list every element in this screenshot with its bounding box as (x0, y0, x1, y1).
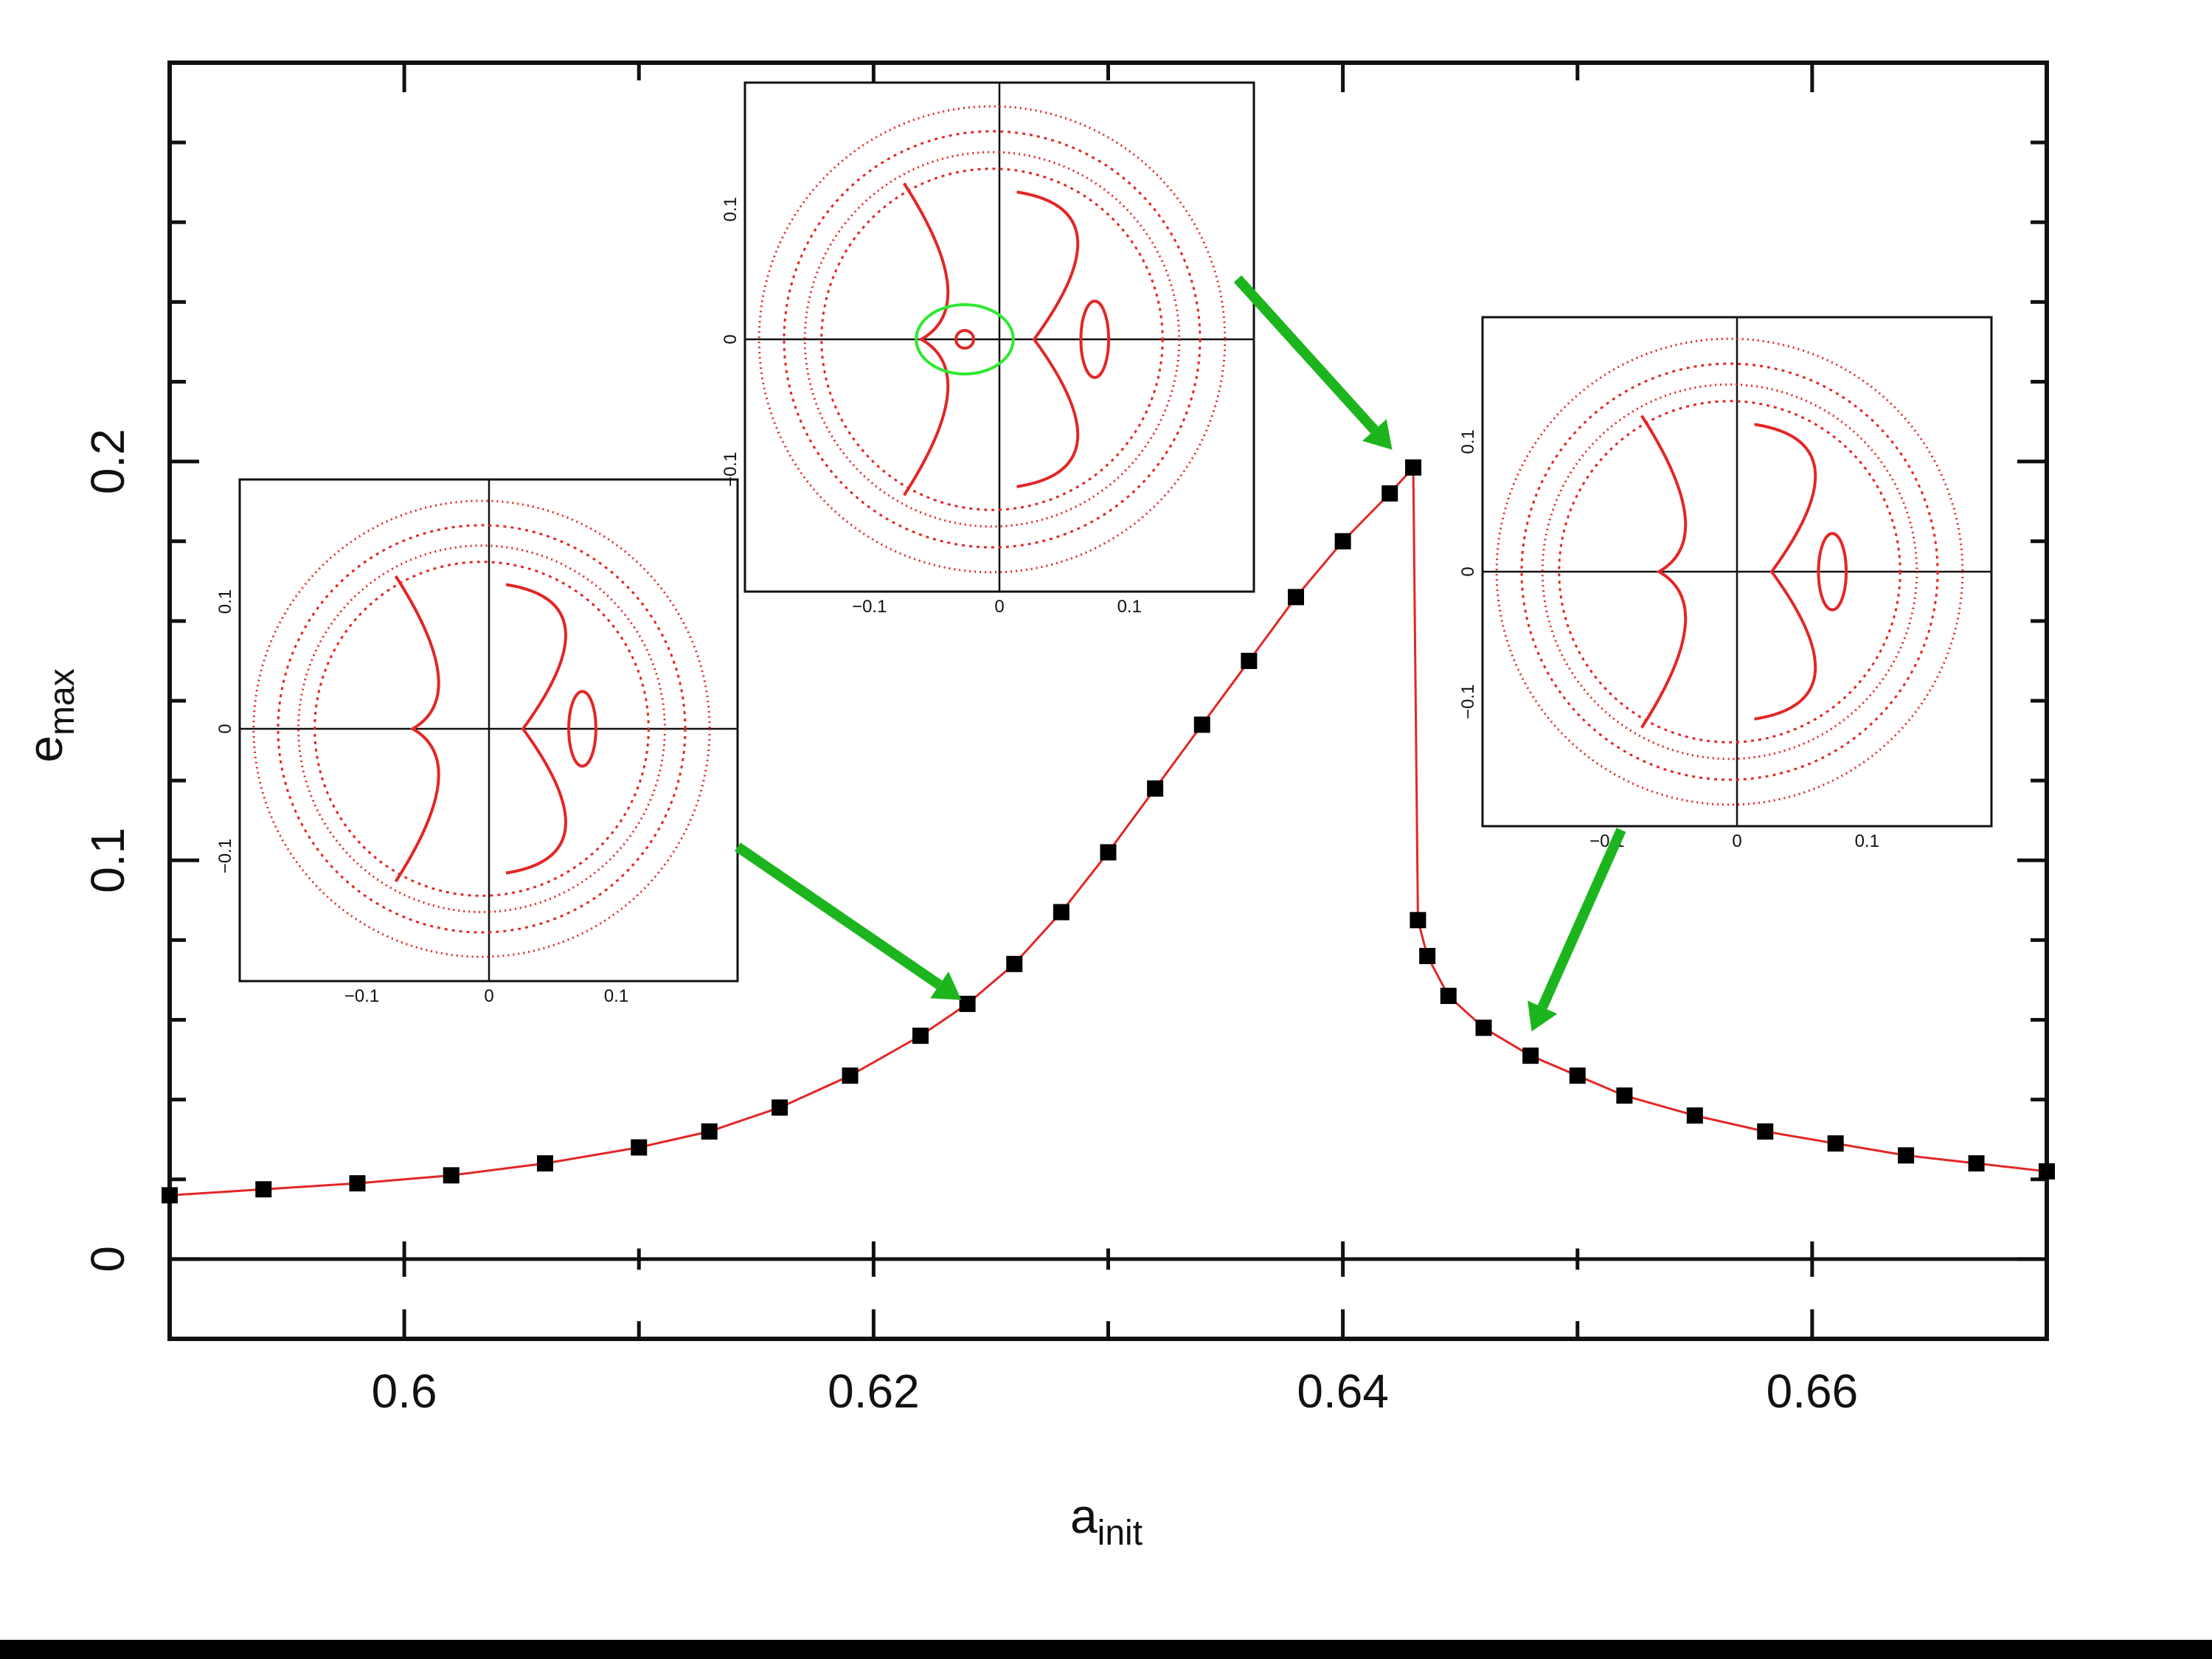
inset-y-tick-label: 0 (1458, 567, 1478, 576)
inset-y-tick-label: −0.1 (1458, 685, 1478, 719)
inset-y-tick-label: 0 (215, 724, 235, 733)
inset-separatrix (394, 575, 440, 883)
data-point (1147, 780, 1164, 797)
data-point (1100, 844, 1117, 861)
pointer-arrowhead (930, 971, 962, 1000)
inset-y-tick-label: −0.1 (215, 839, 235, 873)
x-tick-label: 0.62 (828, 1365, 920, 1418)
x-tick-label: 0.6 (372, 1365, 437, 1418)
data-point (842, 1067, 859, 1084)
data-point (443, 1167, 460, 1184)
pointer-arrow (735, 842, 943, 989)
inset-orbit (783, 130, 1202, 549)
x-tick-label: 0.64 (1297, 1365, 1389, 1418)
inset-x-tick-label: 0 (994, 597, 1004, 617)
inset-island (1079, 299, 1111, 379)
inset-x-tick-label: 0.1 (1855, 831, 1879, 851)
inset-orbit (1495, 337, 1964, 806)
inset-orbit (1541, 383, 1918, 761)
main-axes: 0.6 0.62 0.64 0.66 0 0.1 0.2 (81, 60, 2049, 1418)
data-point (1757, 1123, 1774, 1140)
data-point (1288, 589, 1304, 606)
data-point (162, 1187, 178, 1204)
inset-orbit (313, 561, 650, 897)
pointer-arrow (1537, 828, 1626, 1010)
inset-green-orbit (915, 303, 1015, 375)
data-point (1241, 652, 1258, 669)
data-point (1686, 1107, 1703, 1124)
inset-orbit (820, 167, 1164, 511)
data-point (1569, 1067, 1586, 1084)
inset-separatrix (1640, 415, 1688, 729)
data-point (349, 1175, 366, 1192)
data-point (701, 1123, 718, 1140)
data-point (1006, 955, 1023, 972)
y-tick-label: 0.2 (81, 429, 134, 494)
data-point (631, 1139, 648, 1156)
data-point (537, 1155, 553, 1172)
bottom-bar (0, 1640, 2212, 1659)
inset-banana-orbit (1016, 190, 1080, 488)
data-point (255, 1181, 272, 1198)
inset-plot: −0.1 0 0.1 0.1 0 −0.1 (721, 81, 1255, 617)
inset-orbit (1558, 400, 1901, 744)
data-point (1898, 1147, 1915, 1164)
inset-plot: −0.1 0 0.10.10−0.1 (1458, 316, 1993, 851)
data-point (1440, 988, 1457, 1005)
inset-island (1817, 532, 1848, 612)
data-point (772, 1099, 788, 1116)
inset-x-tick-label: 0.1 (1117, 597, 1142, 617)
arrows (735, 275, 1626, 1032)
inset-orbit (803, 150, 1181, 528)
data-point (1405, 459, 1422, 476)
pointer-arrowhead (1528, 1000, 1558, 1032)
insets: −0.1 0 0.1 0.1 0 −0.1 −0.1 0 0.1 0.1 0 −0.1 −0.1 0 0.1… (215, 81, 1993, 1006)
data-point (1419, 948, 1436, 964)
data-point (1193, 716, 1210, 733)
y-tick-label: 0.1 (81, 828, 134, 893)
inset-banana-orbit (1754, 423, 1817, 721)
data-point (1522, 1047, 1539, 1064)
x-axis-title: ainit (1070, 1489, 1143, 1553)
inset-y-tick-label: −0.1 (721, 452, 741, 487)
pointer-arrow (1233, 275, 1379, 434)
data-point (912, 1028, 929, 1045)
inset-y-tick-label: 0.1 (215, 589, 235, 614)
pointer-arrowhead (1362, 419, 1393, 450)
x-tick-label: 0.66 (1767, 1365, 1859, 1418)
data-point (1334, 533, 1351, 550)
data-point (1827, 1135, 1844, 1152)
inset-island (567, 690, 597, 768)
inset-orbit (277, 524, 687, 934)
data-point (1475, 1019, 1492, 1036)
inset-orbit (297, 544, 666, 913)
inset-x-tick-label: 0 (484, 986, 493, 1006)
inset-x-tick-label: −0.1 (852, 597, 887, 617)
data-point (1410, 912, 1426, 929)
inset-y-tick-label: 0.1 (1458, 429, 1478, 454)
inset-y-tick-label: 0.1 (721, 197, 741, 221)
main-series (162, 459, 2055, 1204)
inset-separatrix (903, 182, 950, 496)
data-point (1053, 904, 1069, 921)
inset-x-tick-label: −0.1 (344, 986, 379, 1006)
data-point (1616, 1087, 1633, 1104)
y-axis-title: emax (18, 668, 82, 762)
inset-y-tick-label: 0 (721, 334, 741, 344)
data-point (959, 995, 976, 1012)
inset-center-orbit (954, 329, 975, 350)
inset-banana-orbit (505, 583, 567, 875)
y-tick-label: 0 (81, 1246, 134, 1272)
inset-orbit (252, 499, 711, 958)
data-point (1381, 485, 1398, 502)
inset-orbit (1520, 362, 1939, 781)
data-point (1968, 1155, 1985, 1172)
series-line (169, 464, 2048, 1196)
data-point (2039, 1163, 2055, 1180)
inset-x-tick-label: 0 (1732, 831, 1741, 851)
inset-plot: −0.1 0 0.1 0.1 0 −0.1 (215, 478, 739, 1006)
inset-x-tick-label: 0.1 (604, 986, 628, 1006)
